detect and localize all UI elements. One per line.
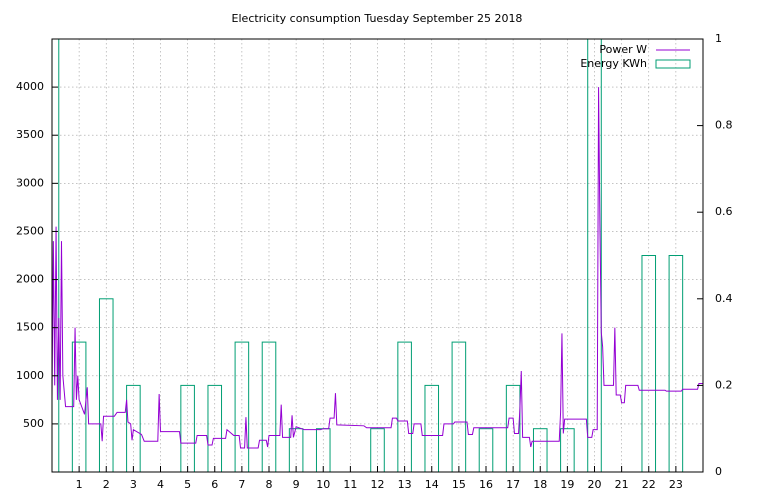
x-tick-label: 15 (452, 478, 466, 491)
energy-box (261, 341, 277, 472)
x-tick-label: 6 (211, 478, 218, 491)
y-tick-label: 2000 (16, 273, 44, 286)
x-tick-label: 8 (266, 478, 273, 491)
y2-tick-label: 0 (715, 465, 722, 478)
power-line (52, 87, 703, 449)
x-tick-label: 12 (371, 478, 385, 491)
x-tick-label: 16 (479, 478, 493, 491)
y-tick-label: 2500 (16, 224, 44, 237)
x-tick-label: 17 (506, 478, 520, 491)
y-tick-label: 3000 (16, 176, 44, 189)
x-tick-label: 21 (615, 478, 629, 491)
energy-box (532, 428, 548, 472)
energy-box (587, 39, 602, 472)
energy-box (52, 39, 60, 472)
legend-swatch (655, 59, 691, 69)
x-tick-label: 23 (669, 478, 683, 491)
y-tick-label: 500 (23, 417, 44, 430)
energy-box (98, 298, 114, 472)
y-tick-label: 4000 (16, 80, 44, 93)
plot-area (52, 39, 703, 472)
energy-box (370, 428, 385, 472)
x-tick-label: 2 (103, 478, 110, 491)
x-tick-label: 13 (398, 478, 412, 491)
y-tick-label: 3500 (16, 128, 44, 141)
energy-box (234, 341, 250, 472)
x-tick-label: 14 (425, 478, 439, 491)
energy-box (641, 255, 657, 472)
x-tick-label: 10 (316, 478, 330, 491)
energy-box (478, 428, 494, 472)
x-tick-label: 4 (157, 478, 164, 491)
x-tick-label: 11 (343, 478, 357, 491)
grid (52, 39, 703, 472)
y-tick-label: 1000 (16, 369, 44, 382)
x-tick-label: 7 (238, 478, 245, 491)
y-tick-label: 1500 (16, 321, 44, 334)
x-tick-label: 20 (588, 478, 602, 491)
energy-box (668, 255, 684, 472)
energy-box (397, 341, 412, 472)
y2-tick-label: 0.4 (715, 292, 733, 305)
chart-title: Electricity consumption Tuesday Septembe… (232, 12, 523, 25)
legend-label: Power W (599, 43, 647, 56)
y2-tick-label: 0.8 (715, 119, 733, 132)
legend-label: Energy KWh (580, 57, 647, 70)
energy-box (451, 341, 467, 472)
x-tick-label: 3 (130, 478, 137, 491)
x-tick-label: 9 (293, 478, 300, 491)
y2-tick-label: 1 (715, 32, 722, 45)
x-tick-label: 1 (76, 478, 83, 491)
x-tick-label: 22 (642, 478, 656, 491)
x-tick-label: 5 (184, 478, 191, 491)
axes: 1 2 3 4 5 6 7 8 9 10 11 12 13 14 15 16 17 18 19 20 21 22 23500… (16, 32, 733, 491)
y2-tick-label: 0.2 (715, 378, 733, 391)
x-tick-label: 18 (533, 478, 547, 491)
x-tick-label: 19 (560, 478, 574, 491)
energy-box (560, 428, 575, 472)
y2-tick-label: 0.6 (715, 205, 733, 218)
